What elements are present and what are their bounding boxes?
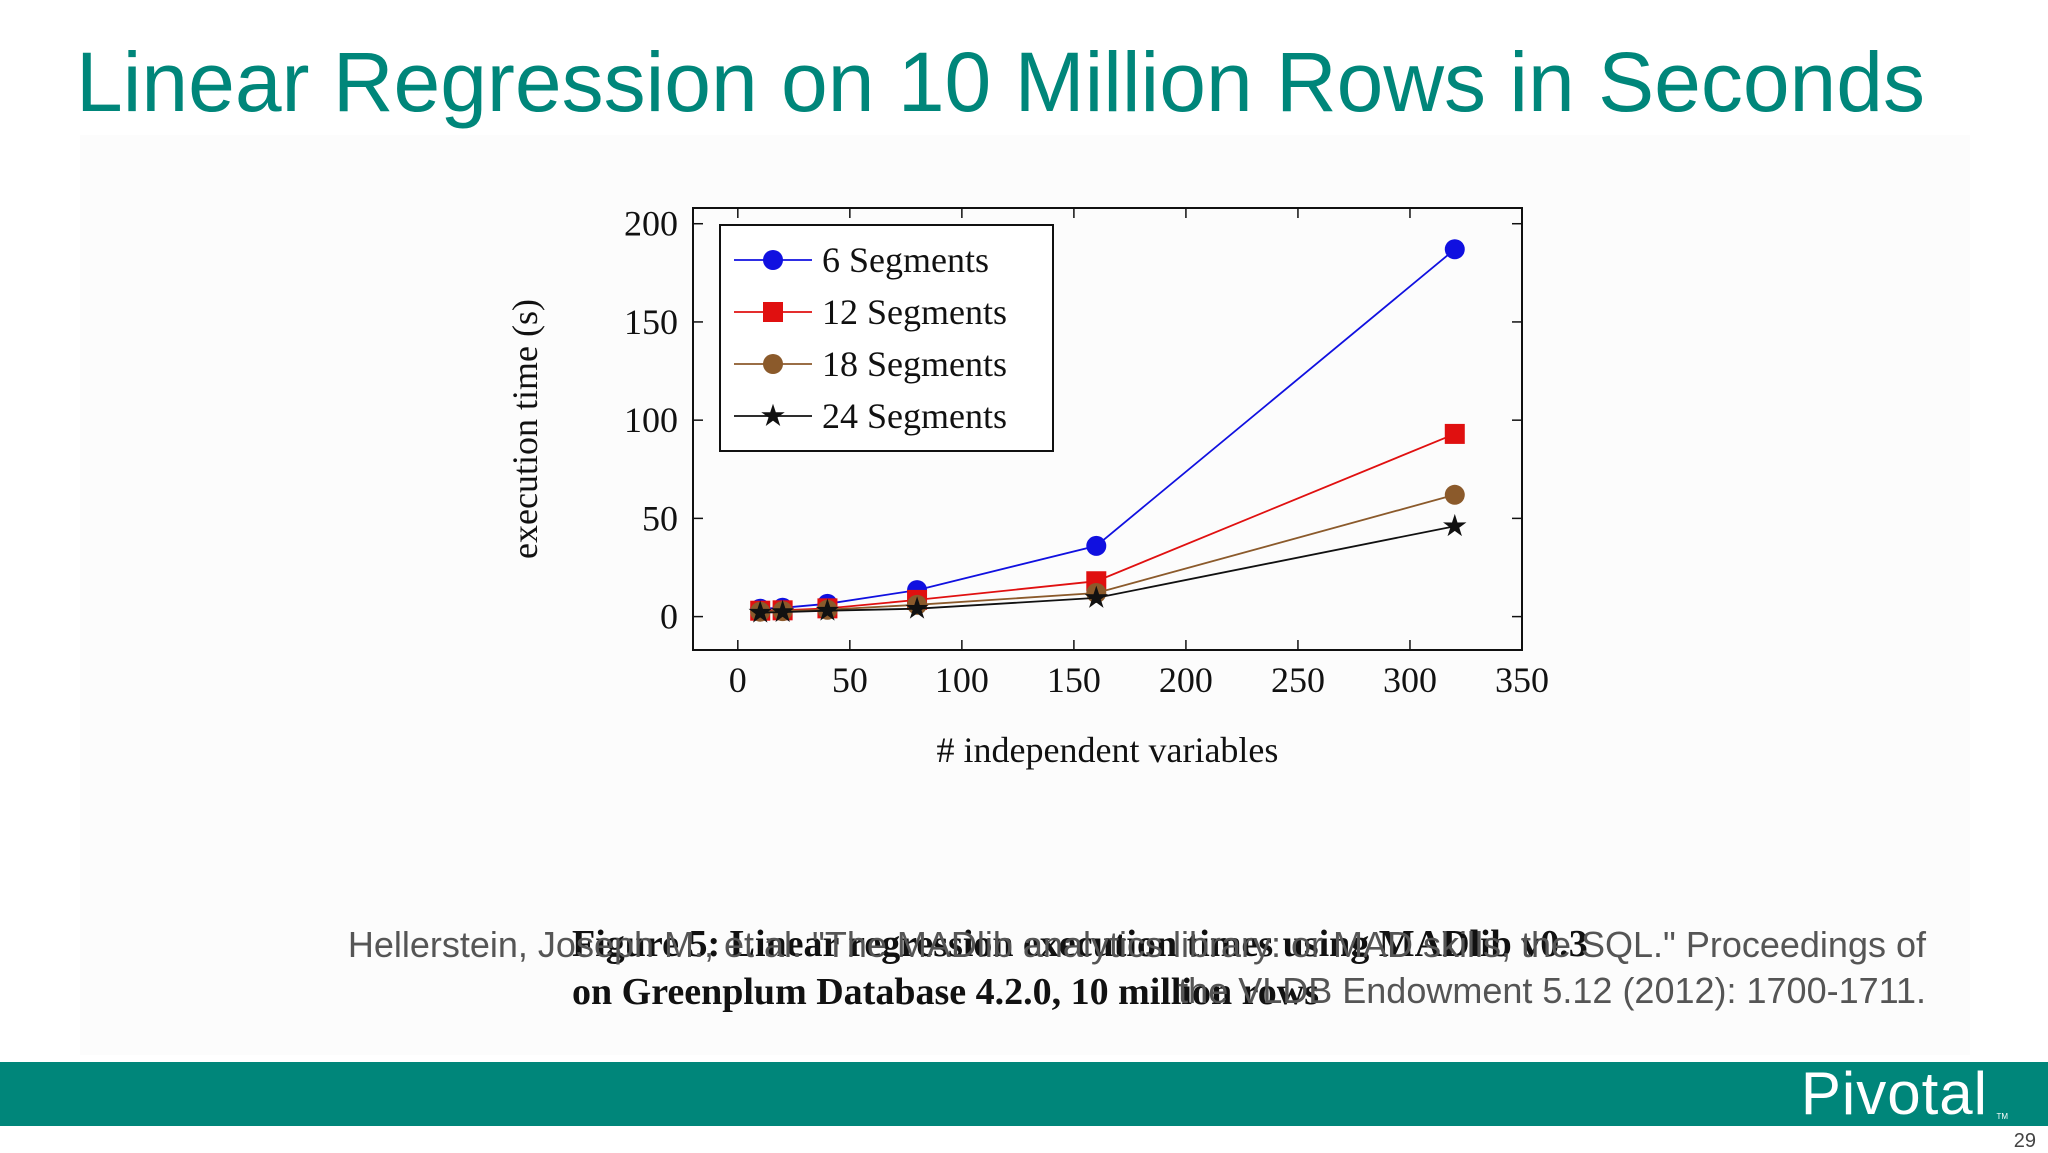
y-tick-label: 0 <box>660 597 678 637</box>
x-tick-label: 300 <box>1383 660 1437 700</box>
figure-caption: Figure 5: Linear regression execution ti… <box>572 920 1772 1016</box>
x-tick-label: 200 <box>1159 660 1213 700</box>
data-point <box>770 599 795 623</box>
legend-marker <box>763 302 783 322</box>
plot-frame <box>692 207 1523 651</box>
data-point <box>1086 535 1107 556</box>
legend-marker <box>763 354 783 374</box>
slide-title: Linear Regression on 10 Million Rows in … <box>76 35 1925 129</box>
x-axis-label: # independent variables <box>937 730 1279 770</box>
figure-caption-line-1: Figure 5: Linear regression execution ti… <box>572 923 1588 965</box>
legend-entry-label: 24 Segments <box>822 396 1007 436</box>
data-point <box>1084 585 1109 608</box>
legend-marker <box>761 403 785 426</box>
y-axis-label: execution time (s) <box>505 299 545 559</box>
page-number: 29 <box>2013 1130 2036 1152</box>
data-point <box>815 598 840 621</box>
y-tick-label: 150 <box>624 302 678 342</box>
citation-line-1: Hellerstein, Joseph M., et al. "The MADl… <box>347 924 1926 965</box>
x-tick-label: 50 <box>832 660 868 700</box>
data-point <box>1444 239 1465 260</box>
pivotal-logo: Pivotal <box>1800 1060 1988 1127</box>
y-tick-label: 100 <box>624 400 678 440</box>
execution-time-chart: 0 50 100 150 200 250 300 350 0 50 100 150 200 # indep… <box>505 204 1549 770</box>
x-tick-label: 0 <box>729 660 747 700</box>
y-tick-label: 50 <box>642 498 678 538</box>
series-line-4 <box>760 525 1455 614</box>
legend-entry-label: 6 Segments <box>822 240 989 280</box>
trademark-mark: TM <box>1996 1112 2008 1121</box>
y-tick-label: 200 <box>624 204 678 244</box>
citation-line-2: the VLDB Endowment 5.12 (2012): 1700-171… <box>1178 970 1926 1011</box>
legend-marker <box>763 250 783 270</box>
data-point <box>1444 423 1465 444</box>
legend-entry-label: 12 Segments <box>822 292 1007 332</box>
series-line-2 <box>760 433 1456 612</box>
figure-caption-line-2: on Greenplum Database 4.2.0, 10 million … <box>572 971 1320 1013</box>
x-tick-label: 250 <box>1271 660 1325 700</box>
x-tick-label: 350 <box>1495 660 1549 700</box>
x-tick-label: 100 <box>935 660 989 700</box>
data-point <box>748 600 772 623</box>
footer-band: Pivotal TM <box>0 1062 2048 1126</box>
data-point <box>905 596 929 619</box>
citation: Hellerstein, Joseph M., et al. "The MADl… <box>100 922 1926 1014</box>
legend-entry-label: 18 Segments <box>822 344 1007 384</box>
figure-image: 0 50 100 150 200 250 300 350 0 50 100 150 200 # indep… <box>80 135 1970 1055</box>
x-tick-label: 150 <box>1047 660 1101 700</box>
data-point <box>1443 513 1467 537</box>
data-point <box>1444 484 1465 505</box>
